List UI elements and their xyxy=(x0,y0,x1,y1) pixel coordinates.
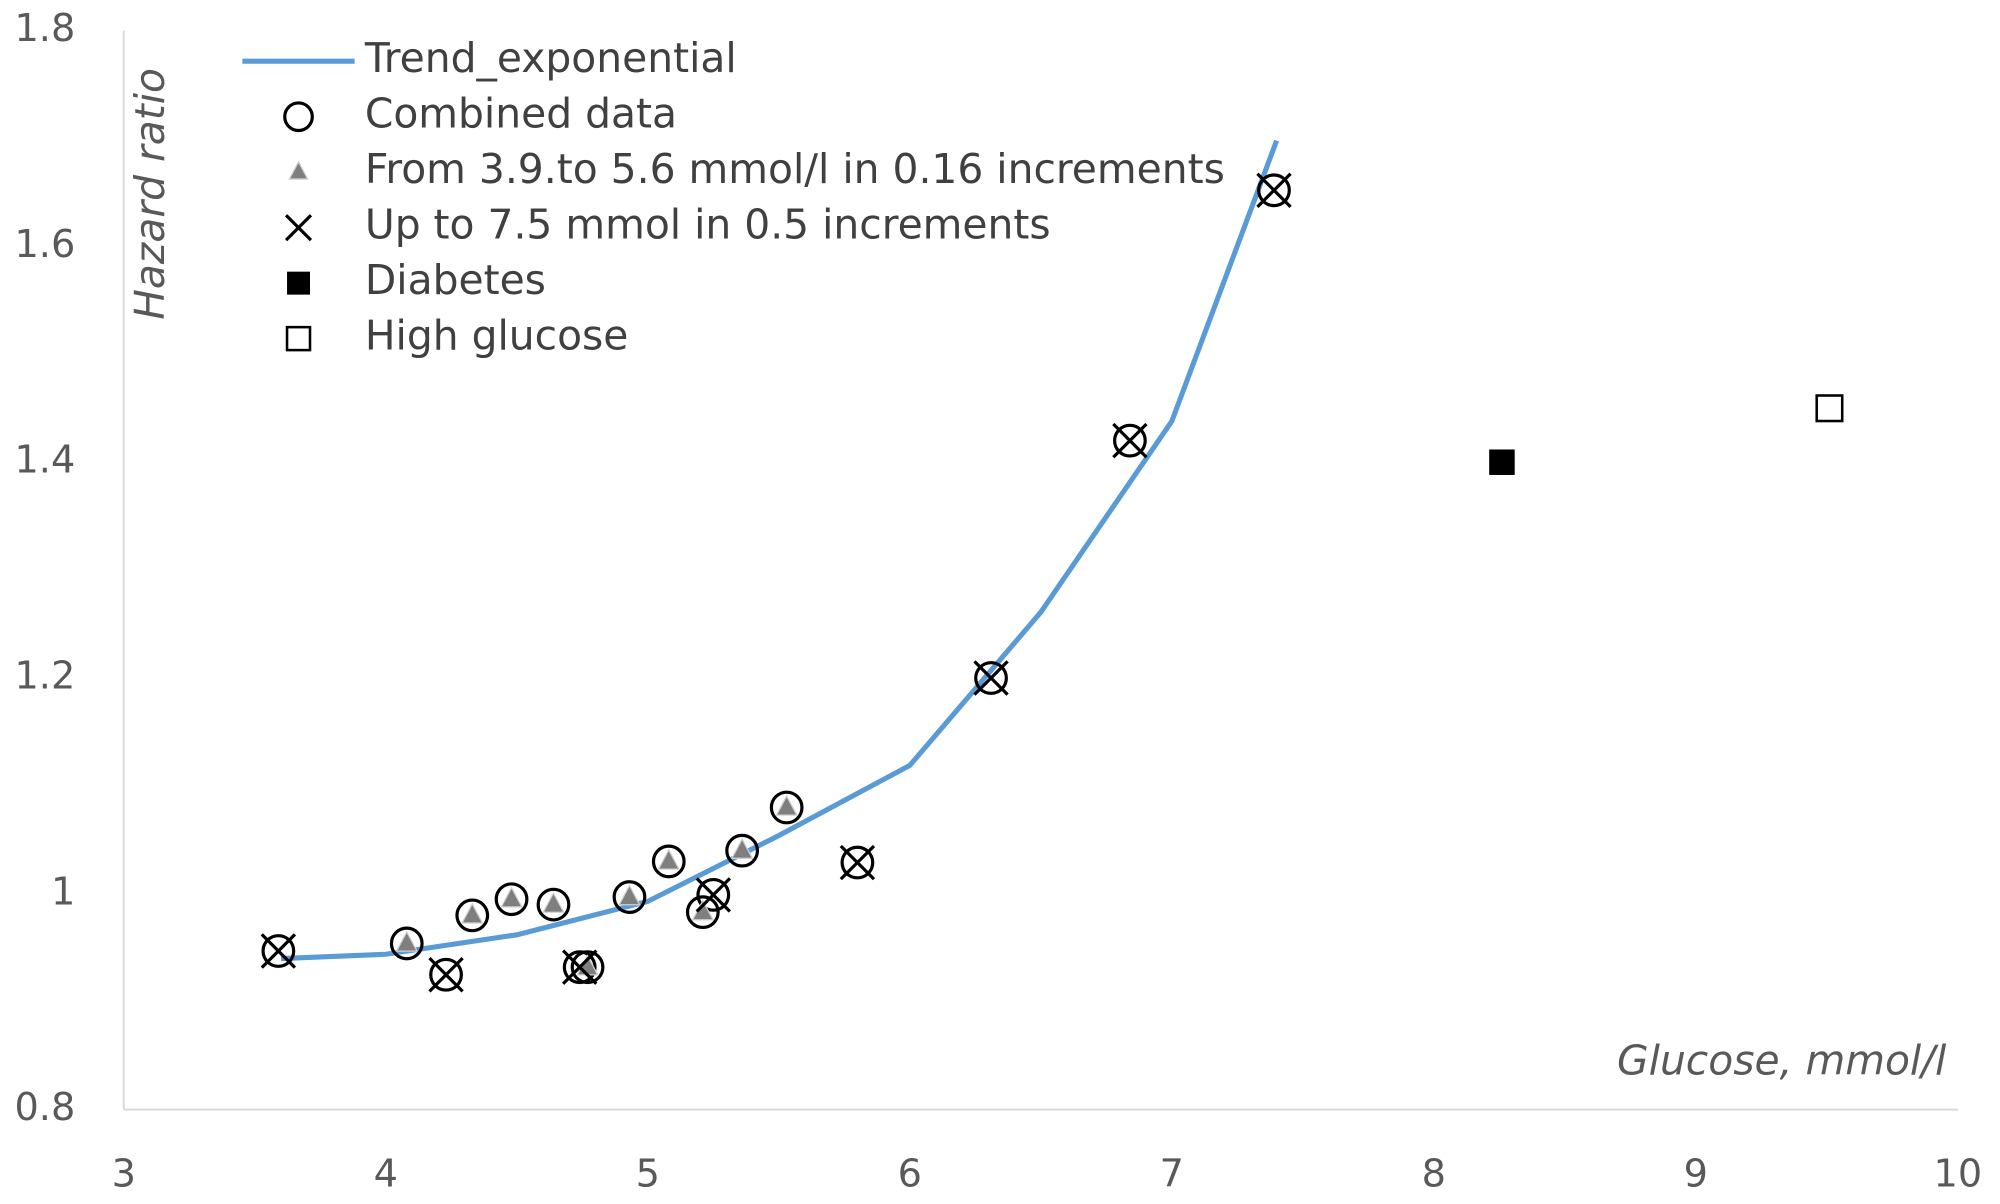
point xyxy=(395,930,419,952)
point xyxy=(657,848,681,870)
point xyxy=(536,887,571,922)
legend-swatch xyxy=(284,214,313,242)
y-tick-label: 1.8 xyxy=(14,6,75,51)
point xyxy=(561,949,598,985)
point xyxy=(494,882,529,917)
point xyxy=(1256,172,1292,209)
point xyxy=(974,661,1008,695)
point xyxy=(685,895,720,930)
point xyxy=(261,934,296,968)
x-tick-label: 5 xyxy=(636,1151,660,1196)
legend-swatch xyxy=(287,271,310,295)
point xyxy=(460,902,484,924)
point xyxy=(612,880,647,914)
point xyxy=(775,794,798,816)
y-tick-label: 0.8 xyxy=(14,1085,75,1130)
x-tick-label: 10 xyxy=(1934,1151,1983,1196)
point xyxy=(1112,422,1148,459)
point xyxy=(1257,173,1291,208)
point xyxy=(769,790,804,825)
y-tick-label: 1.2 xyxy=(14,654,75,699)
point xyxy=(542,891,565,913)
point xyxy=(389,926,424,961)
legend-label: High glucose xyxy=(365,312,629,360)
point xyxy=(618,884,641,906)
point xyxy=(455,898,490,933)
legend-swatch xyxy=(285,325,312,352)
legend-swatch xyxy=(288,160,309,180)
x-tick-label: 9 xyxy=(1684,1151,1708,1196)
x-tick-label: 7 xyxy=(1160,1151,1184,1196)
x-axis-title: Glucose, mmol/l xyxy=(1617,1037,1947,1085)
y-axis-title: Hazard ratio xyxy=(126,68,174,320)
trend-line xyxy=(280,139,1280,962)
point xyxy=(696,877,731,912)
y-tick-label: 1.6 xyxy=(14,222,75,267)
point xyxy=(500,886,523,908)
point xyxy=(1112,423,1147,458)
point xyxy=(260,933,297,969)
point xyxy=(570,950,605,985)
point xyxy=(428,957,464,993)
x-tick-label: 4 xyxy=(374,1151,398,1196)
legend-swatch xyxy=(283,101,314,133)
point xyxy=(730,837,754,859)
x-tick-label: 3 xyxy=(112,1151,136,1196)
point xyxy=(651,844,686,879)
point xyxy=(840,845,875,880)
legend-label: Combined data xyxy=(365,90,677,138)
x-tick-label: 8 xyxy=(1422,1151,1446,1196)
legend-label: Trend_exponential xyxy=(364,34,737,82)
legend-label: Up to 7.5 mmol in 0.5 increments xyxy=(365,201,1051,249)
y-tick-label: 1.4 xyxy=(14,438,75,483)
legend-label: From 3.9.to 5.6 mmol/l in 0.16 increment… xyxy=(365,145,1225,193)
point xyxy=(973,660,1009,696)
point xyxy=(562,950,597,985)
point xyxy=(725,833,760,868)
y-tick-label: 1 xyxy=(51,869,75,914)
point xyxy=(1815,394,1844,423)
point xyxy=(839,844,876,881)
point xyxy=(1489,449,1515,475)
point xyxy=(429,957,463,992)
legend-label: Diabetes xyxy=(365,256,546,304)
point xyxy=(695,877,732,913)
x-tick-label: 6 xyxy=(898,1151,922,1196)
